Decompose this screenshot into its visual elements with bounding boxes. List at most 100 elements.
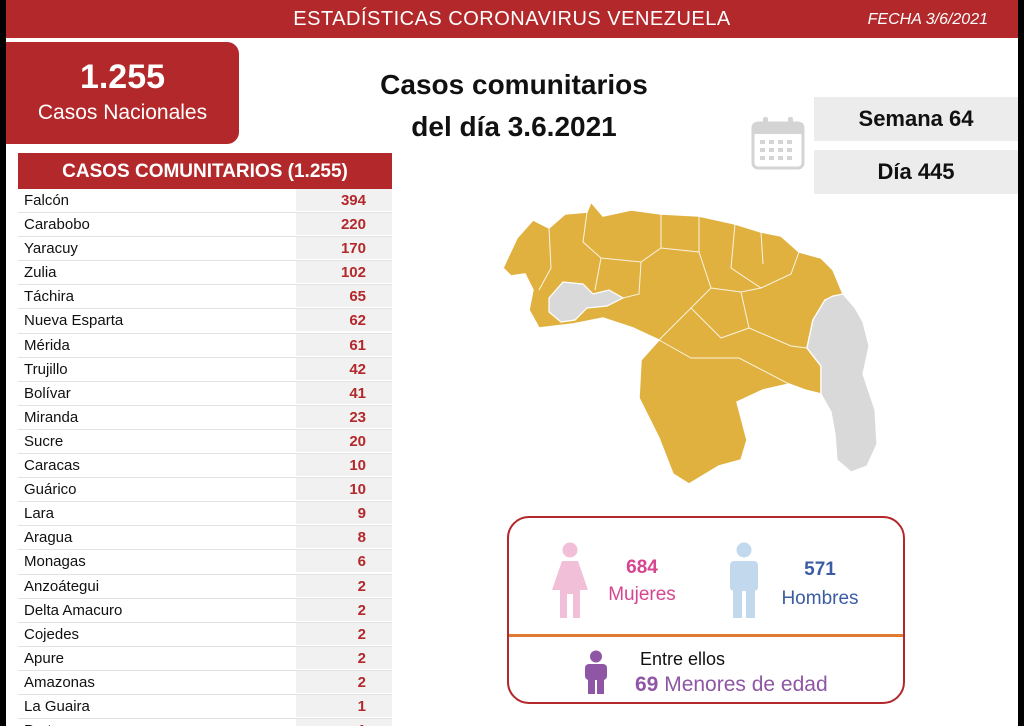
- state-name: Apure: [24, 649, 65, 667]
- table-row: Bolívar 41: [18, 381, 392, 406]
- state-name: Monagas: [24, 553, 86, 571]
- state-name: Anzoátegui: [24, 577, 100, 595]
- table-row: Lara 9: [18, 502, 392, 527]
- table-row: Mérida 61: [18, 333, 392, 358]
- state-name: Bolívar: [24, 384, 71, 402]
- state-cases: 102: [296, 261, 392, 284]
- week-label: Semana 64: [814, 97, 1018, 141]
- state-name: Amazonas: [24, 673, 95, 691]
- state-name: Miranda: [24, 408, 79, 426]
- table-row: Trujillo 42: [18, 357, 392, 382]
- national-cases-card: 1.255 Casos Nacionales: [6, 42, 239, 144]
- cases-table-body: Falcón 394 Carabobo 220 Yaracuy 170 Zulia 102 Tá…: [18, 189, 392, 726]
- national-cases-count: 1.255: [79, 58, 166, 96]
- state-name: Guárico: [24, 481, 77, 499]
- map-highlighted-states: [502, 200, 845, 485]
- cases-table-header: CASOS COMUNITARIOS (1.255): [18, 153, 392, 189]
- state-cases: 2: [296, 646, 392, 669]
- state-name: Aragua: [24, 529, 73, 547]
- infographic: ESTADÍSTICAS CORONAVIRUS VENEZUELA FECHA…: [6, 0, 1018, 726]
- table-row: Monagas 6: [18, 550, 392, 575]
- state-name: Trujillo: [24, 360, 68, 378]
- state-name: Falcón: [24, 192, 70, 209]
- map-gray-lake: [548, 281, 625, 323]
- table-row: Aragua 8: [18, 526, 392, 551]
- state-cases: 1: [296, 694, 392, 717]
- state-cases: 9: [296, 502, 392, 525]
- state-name: Táchira: [24, 288, 75, 306]
- table-row: Zulia 102: [18, 261, 392, 286]
- state-cases: 1: [296, 719, 392, 726]
- table-row: Guárico 10: [18, 478, 392, 503]
- state-cases: 220: [296, 213, 392, 236]
- header-title: ESTADÍSTICAS CORONAVIRUS VENEZUELA: [293, 8, 731, 30]
- state-cases: 20: [296, 429, 392, 452]
- header-bar: ESTADÍSTICAS CORONAVIRUS VENEZUELA FECHA…: [6, 0, 1018, 38]
- state-cases: 394: [296, 189, 392, 211]
- cases-table: CASOS COMUNITARIOS (1.255) Falcón 394 Cara…: [18, 153, 392, 726]
- state-cases: 2: [296, 574, 392, 597]
- women-count: 684: [626, 557, 658, 578]
- header-date: FECHA 3/6/2021: [867, 11, 988, 28]
- men-count: 571: [804, 559, 836, 580]
- state-cases: 41: [296, 381, 392, 404]
- state-name: Yaracuy: [24, 240, 78, 258]
- table-row: Amazonas 2: [18, 670, 392, 695]
- state-name: Cojedes: [24, 625, 80, 643]
- venezuela-map: [502, 200, 878, 485]
- state-name: Sucre: [24, 432, 64, 450]
- state-name: Delta Amacuro: [24, 601, 123, 619]
- table-row: Delta Amacuro 2: [18, 598, 392, 623]
- state-cases: 65: [296, 285, 392, 308]
- state-cases: 61: [296, 333, 392, 356]
- state-cases: 2: [296, 598, 392, 621]
- state-cases: 62: [296, 309, 392, 332]
- minors-count: 69: [635, 673, 659, 696]
- state-cases: 10: [296, 478, 392, 501]
- state-name: Mérida: [24, 336, 70, 354]
- page-title: Casos comunitarios del día 3.6.2021: [256, 64, 772, 148]
- minors-line: 69 Menores de edad: [635, 673, 828, 697]
- state-name: Portuguesa: [24, 722, 101, 726]
- divider: [509, 634, 903, 637]
- table-row: Falcón 394: [18, 189, 392, 214]
- state-cases: 42: [296, 357, 392, 380]
- state-name: La Guaira: [24, 697, 90, 715]
- state-name: Zulia: [24, 264, 57, 282]
- state-name: Lara: [24, 505, 55, 523]
- gender-box: 684 Mujeres 571 Hombres Entre ellos 69 M…: [507, 516, 905, 704]
- day-label: Día 445: [814, 150, 1018, 194]
- table-row: Carabobo 220: [18, 213, 392, 238]
- men-label: Hombres: [781, 588, 859, 609]
- state-cases: 23: [296, 405, 392, 428]
- state-cases: 2: [296, 622, 392, 645]
- state-cases: 8: [296, 526, 392, 549]
- table-row: Cojedes 2: [18, 622, 392, 647]
- table-row: Yaracuy 170: [18, 237, 392, 262]
- table-row: La Guaira 1: [18, 694, 392, 720]
- table-row: Apure 2: [18, 646, 392, 671]
- table-row: Portuguesa 1: [18, 719, 392, 726]
- state-name: Nueva Esparta: [24, 312, 124, 330]
- table-row: Táchira 65: [18, 285, 392, 310]
- state-cases: 2: [296, 670, 392, 693]
- table-row: Caracas 10: [18, 454, 392, 479]
- minors-label: Menores de edad: [664, 673, 828, 696]
- page-title-line1: Casos comunitarios: [380, 69, 648, 100]
- man-icon: [730, 542, 758, 618]
- table-row: Sucre 20: [18, 429, 392, 455]
- state-cases: 170: [296, 237, 392, 260]
- state-cases: 6: [296, 550, 392, 573]
- table-row: Miranda 23: [18, 405, 392, 430]
- women-label: Mujeres: [608, 584, 676, 605]
- national-cases-label: Casos Nacionales: [37, 101, 208, 124]
- table-row: Anzoátegui 2: [18, 574, 392, 599]
- state-cases: 10: [296, 454, 392, 477]
- woman-icon: [552, 542, 588, 618]
- child-icon: [585, 650, 607, 694]
- table-row: Nueva Esparta 62: [18, 309, 392, 334]
- among-label: Entre ellos: [640, 649, 726, 669]
- state-name: Caracas: [24, 457, 80, 475]
- state-name: Carabobo: [24, 216, 90, 234]
- page-title-line2: del día 3.6.2021: [411, 111, 617, 142]
